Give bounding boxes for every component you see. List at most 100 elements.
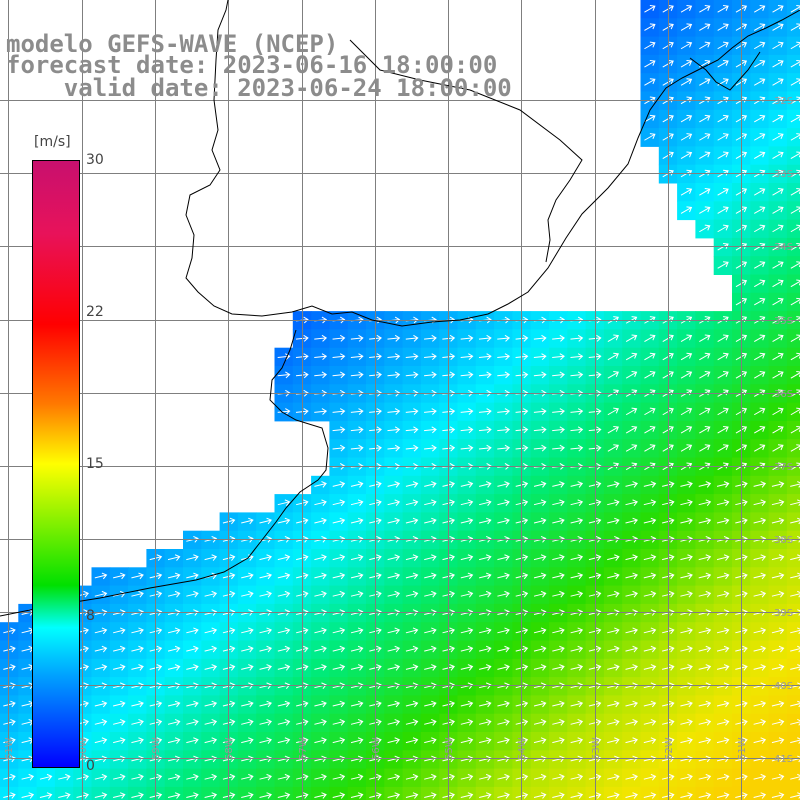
wind-arrow	[662, 481, 675, 488]
wind-arrow	[771, 590, 785, 598]
wind-arrow	[772, 371, 784, 379]
wind-arrow	[167, 718, 181, 726]
wind-arrow	[699, 151, 711, 159]
wind-arrow	[479, 645, 492, 653]
wind-arrow	[754, 151, 766, 159]
wind-arrow	[497, 426, 511, 434]
wind-arrow	[405, 792, 419, 799]
wind-arrow	[186, 627, 199, 635]
wind-arrow	[699, 41, 711, 50]
wind-arrow	[332, 792, 346, 799]
speed-cell	[786, 329, 800, 349]
wind-arrow	[625, 773, 638, 781]
wind-arrow	[552, 481, 565, 488]
wind-arrow	[259, 664, 272, 671]
wind-arrow	[259, 737, 272, 744]
wind-arrow	[479, 627, 492, 635]
wind-arrow	[607, 737, 620, 744]
wind-arrow	[680, 41, 693, 50]
wind-arrow	[772, 151, 784, 159]
wind-arrow	[460, 517, 474, 525]
longitude-label: 52W	[664, 737, 675, 760]
wind-arrow	[662, 499, 675, 506]
wind-arrow	[662, 737, 675, 744]
wind-arrow	[350, 590, 364, 598]
speed-cell	[786, 183, 800, 202]
wind-arrow	[716, 572, 730, 580]
wind-arrow	[167, 645, 181, 653]
wind-arrow	[460, 590, 474, 598]
wind-arrow	[772, 114, 784, 123]
wind-arrow	[680, 78, 693, 86]
wind-arrow	[479, 700, 492, 708]
wind-arrow	[39, 792, 53, 799]
wind-arrow	[186, 664, 199, 671]
wind-arrow	[533, 353, 547, 360]
wind-arrow	[607, 718, 620, 726]
wind-arrow	[680, 792, 693, 799]
longitude-label: 54W	[517, 737, 528, 760]
wind-arrow	[350, 481, 364, 488]
wind-arrow	[533, 481, 547, 488]
title-model: modelo GEFS-WAVE (NCEP)	[6, 30, 339, 58]
wind-arrow	[167, 773, 181, 781]
wind-arrow	[570, 517, 584, 525]
wind-arrow	[204, 773, 218, 781]
wind-arrow	[754, 279, 766, 288]
wind-arrow	[772, 444, 784, 452]
wind-arrow	[716, 590, 730, 598]
wind-arrow	[479, 554, 492, 561]
wind-arrow	[643, 773, 657, 781]
wind-arrow	[314, 590, 327, 598]
wind-arrow	[680, 773, 693, 781]
wind-arrow	[716, 554, 730, 561]
wind-arrow	[113, 718, 126, 726]
longitude-label: 59W	[151, 737, 162, 760]
wind-arrow	[460, 664, 474, 671]
wind-arrow	[295, 334, 309, 342]
speed-cell	[475, 786, 495, 800]
wind-arrow	[533, 737, 547, 744]
wind-arrow	[607, 627, 620, 635]
speed-cell	[183, 786, 202, 800]
wind-arrow	[662, 425, 674, 434]
wind-arrow	[296, 773, 309, 781]
wind-arrow	[607, 334, 619, 342]
wind-arrow	[625, 718, 638, 726]
wind-arrow	[94, 792, 108, 799]
wind-arrow	[625, 481, 638, 488]
wind-arrow	[479, 718, 492, 726]
wind-arrow	[607, 792, 620, 799]
wind-arrow	[478, 371, 492, 379]
wind-arrow	[588, 700, 602, 708]
colorbar-tick-8: 8	[86, 608, 95, 624]
wind-arrow	[754, 407, 766, 416]
wind-arrow	[387, 773, 401, 781]
wind-arrow	[131, 773, 144, 781]
wind-arrow	[643, 481, 657, 488]
wind-arrow	[716, 700, 730, 708]
wind-arrow	[167, 572, 181, 580]
wind-arrow	[698, 627, 712, 635]
wind-arrow	[387, 353, 401, 360]
wind-arrow	[387, 408, 401, 415]
wind-arrow	[186, 773, 199, 781]
wind-arrow	[186, 718, 199, 726]
speed-cell	[786, 420, 800, 440]
wind-arrow	[552, 444, 565, 452]
wind-arrow	[754, 5, 766, 13]
wind-arrow	[698, 737, 712, 744]
wind-arrow	[552, 773, 565, 781]
wind-arrow	[607, 664, 620, 671]
wind-arrow	[644, 352, 656, 361]
wind-arrow	[771, 554, 785, 561]
wind-arrow	[753, 700, 767, 708]
wind-arrow	[94, 627, 108, 635]
wind-arrow	[460, 499, 474, 506]
wind-arrow	[588, 517, 602, 525]
wind-arrow	[607, 700, 620, 708]
wind-arrow	[754, 261, 766, 269]
wind-arrow	[771, 517, 785, 525]
wind-arrow	[772, 242, 784, 251]
